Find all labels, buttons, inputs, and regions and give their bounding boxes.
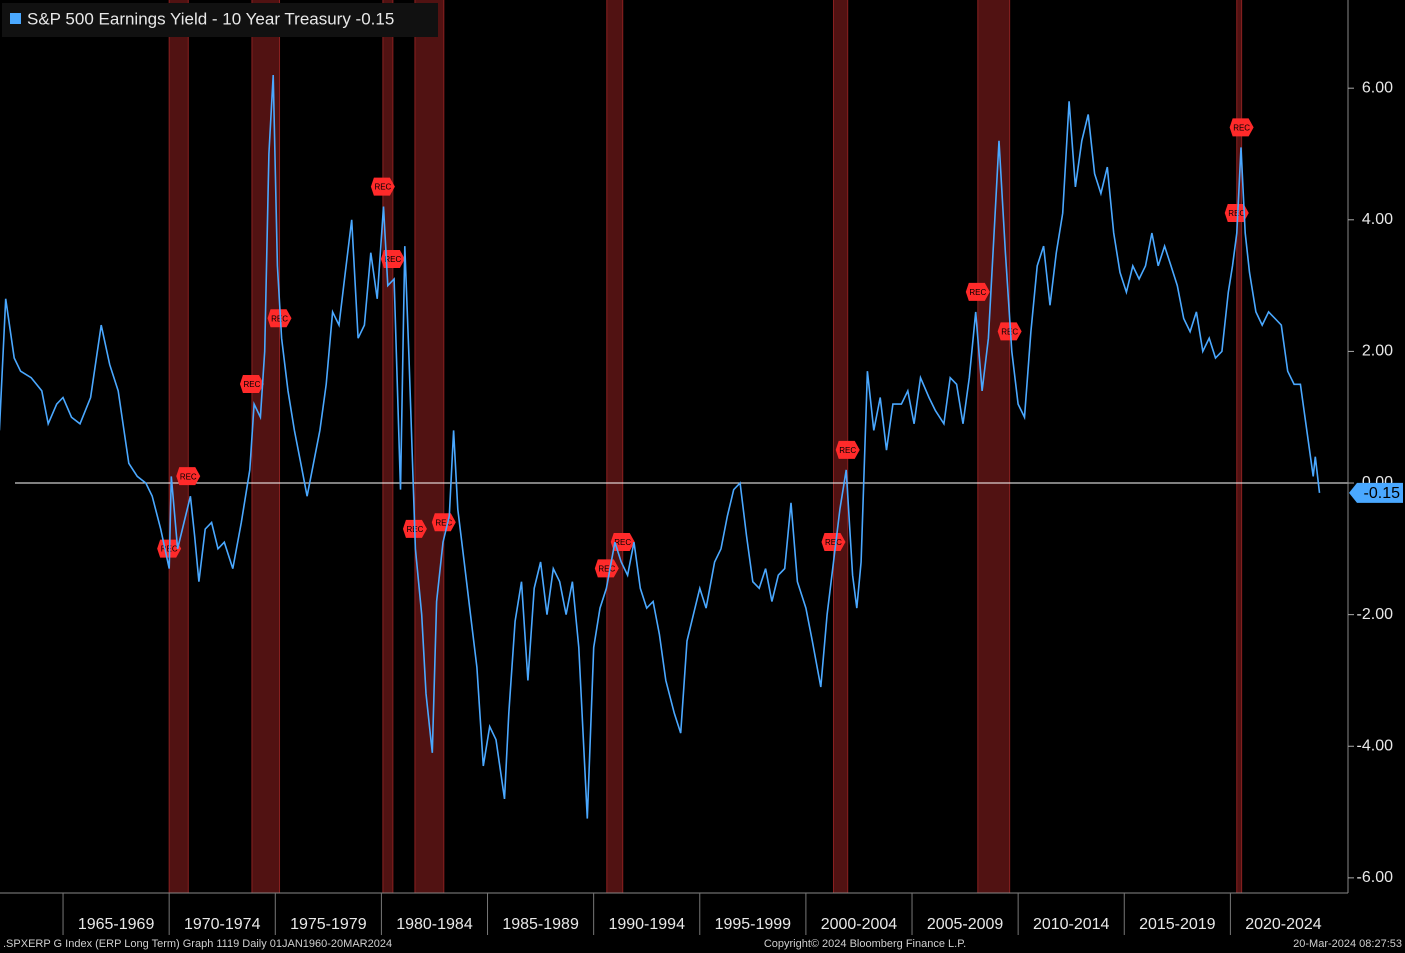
rec-marker-label: REC (374, 183, 391, 192)
rec-marker-shape (176, 467, 201, 486)
footer-right: 20-Mar-2024 08:27:53 (1293, 938, 1402, 950)
rec-marker-shape (239, 375, 264, 394)
x-tick-label: 2015-2019 (1139, 916, 1216, 933)
rec-marker: REC (239, 375, 264, 394)
x-tick-label: 1995-1999 (715, 916, 792, 933)
rec-marker-shape (835, 440, 860, 459)
y-tick-label: -2.00 (1357, 606, 1394, 623)
x-tick-label: 2005-2009 (927, 916, 1004, 933)
rec-marker: REC (431, 513, 456, 532)
x-tick-label: 1970-1974 (184, 916, 261, 933)
rec-marker: REC (1229, 118, 1254, 137)
rec-marker: REC (1224, 203, 1249, 222)
last-value-label: -0.15 (1364, 485, 1401, 502)
series-line (0, 74, 1321, 819)
rec-marker-label: REC (969, 288, 986, 297)
recession-band (606, 0, 623, 893)
legend-swatch (10, 13, 21, 24)
x-tick-label: 1965-1969 (78, 916, 155, 933)
x-tick-label: 2020-2024 (1245, 916, 1322, 933)
last-value-badge (1349, 482, 1403, 503)
rec-marker-label: REC (435, 518, 452, 527)
rec-marker: REC (176, 467, 201, 486)
recession-band (414, 0, 444, 893)
footer-center: Copyright© 2024 Bloomberg Finance L.P. (764, 938, 966, 950)
x-tick-label: 2000-2004 (821, 916, 898, 933)
rec-marker: REC (965, 282, 990, 301)
rec-marker-shape (1229, 118, 1254, 137)
rec-marker-label: REC (614, 538, 631, 547)
rec-marker-shape (431, 513, 456, 532)
rec-marker-label: REC (180, 472, 197, 481)
rec-marker: REC (380, 250, 405, 269)
rec-marker: REC (594, 559, 619, 578)
x-tick-label: 1980-1984 (396, 916, 473, 933)
rec-marker-label: REC (598, 564, 615, 573)
rec-marker: REC (821, 532, 846, 551)
y-tick-label: 4.00 (1362, 211, 1393, 228)
recession-band (169, 0, 189, 893)
rec-marker-shape (997, 322, 1022, 341)
rec-marker: REC (835, 440, 860, 459)
recession-band (1236, 0, 1242, 893)
rec-marker: REC (370, 177, 395, 196)
x-tick-label: 1990-1994 (608, 916, 685, 933)
rec-marker-label: REC (1233, 124, 1250, 133)
rec-marker-shape (821, 532, 846, 551)
y-tick-label: -6.00 (1357, 869, 1394, 886)
rec-marker-label: REC (1228, 209, 1245, 218)
x-tick-label: 1975-1979 (290, 916, 367, 933)
rec-marker-label: REC (384, 255, 401, 264)
legend-label: S&P 500 Earnings Yield - 10 Year Treasur… (27, 9, 394, 28)
legend-box (2, 3, 438, 37)
y-tick-label: 2.00 (1362, 343, 1393, 360)
rec-marker-label: REC (839, 446, 856, 455)
rec-marker-shape (965, 282, 990, 301)
footer-left: .SPXERP G Index (ERP Long Term) Graph 11… (3, 938, 392, 950)
rec-marker-label: REC (243, 380, 260, 389)
rec-marker-shape (1224, 203, 1249, 222)
rec-marker-shape (267, 309, 292, 328)
x-tick-label: 1985-1989 (502, 916, 579, 933)
y-tick-label: -4.00 (1357, 737, 1394, 754)
rec-marker-label: REC (271, 314, 288, 323)
recession-band (977, 0, 1010, 893)
recession-band (382, 0, 393, 893)
rec-marker-label: REC (825, 538, 842, 547)
rec-marker: REC (267, 309, 292, 328)
recession-band (251, 0, 280, 893)
x-tick-label: 2010-2014 (1033, 916, 1110, 933)
rec-marker-shape (370, 177, 395, 196)
rec-marker-shape (594, 559, 619, 578)
y-tick-label: 6.00 (1362, 79, 1393, 96)
